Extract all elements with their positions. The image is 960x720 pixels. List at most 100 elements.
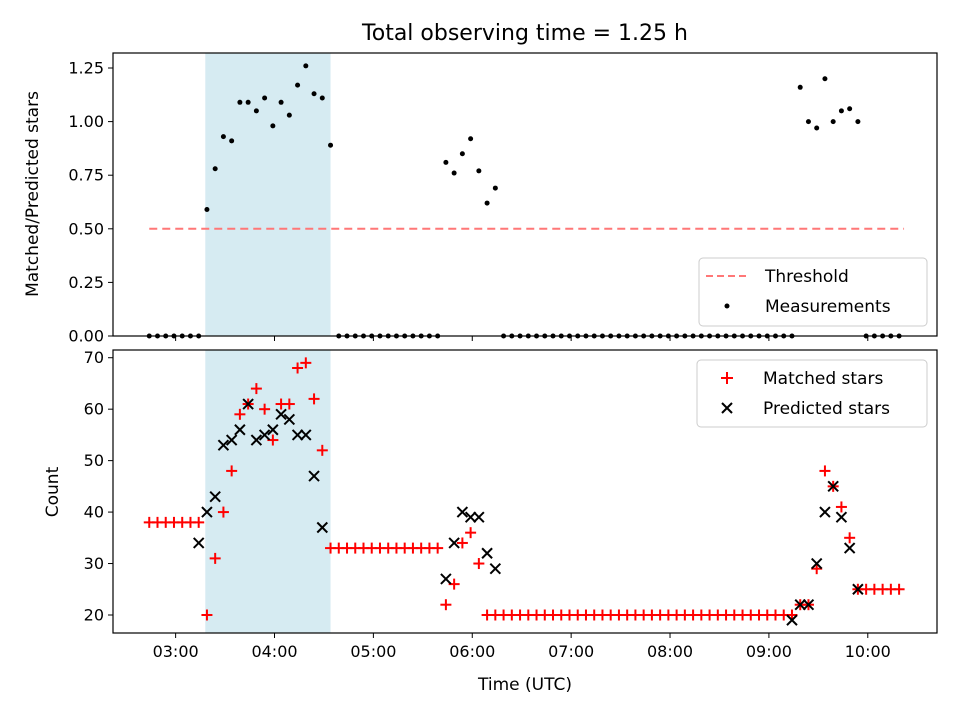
predicted-star-point xyxy=(217,439,230,451)
predicted-star-point xyxy=(283,413,296,426)
predicted-star-point xyxy=(300,429,312,441)
matched-star-point xyxy=(465,527,477,539)
x-tick-label: 09:00 xyxy=(746,642,792,661)
matched-star-point xyxy=(432,542,444,554)
measurement-point xyxy=(830,119,836,125)
predicted-star-point xyxy=(489,562,502,575)
top-y-tick-label: 0.50 xyxy=(68,219,104,238)
matched-star-point xyxy=(819,465,831,477)
matched-star-point xyxy=(316,444,328,456)
measurement-point xyxy=(847,106,853,112)
measurement-point xyxy=(328,142,334,148)
bottom-y-tick-label: 70 xyxy=(84,348,104,367)
predicted-star-point xyxy=(201,506,213,518)
matched-star-point xyxy=(473,558,485,570)
predicted-star-point xyxy=(242,398,254,410)
bottom-y-tick-label: 20 xyxy=(84,605,104,624)
top-observing-window xyxy=(205,53,331,336)
measurement-point xyxy=(797,84,803,90)
predicted-star-point xyxy=(209,490,221,503)
top-legend: Threshold Measurements xyxy=(698,257,928,327)
matched-star-point xyxy=(440,599,452,611)
measurement-point xyxy=(253,108,259,114)
matched-star-point xyxy=(456,537,468,549)
measurement-point xyxy=(855,119,861,125)
matched-star-point xyxy=(259,403,271,415)
predicted-star-point xyxy=(843,542,856,554)
predicted-star-point xyxy=(258,429,271,441)
predicted-star-point xyxy=(234,424,246,436)
bottom-legend: Matched stars Predicted stars xyxy=(696,359,928,428)
predicted-star-point xyxy=(802,598,815,611)
predicted-star-point xyxy=(481,547,493,559)
top-axes-frame xyxy=(112,52,938,337)
matched-star-point xyxy=(308,393,320,405)
legend-predicted-label: Predicted stars xyxy=(763,399,890,419)
measurement-point xyxy=(484,200,490,206)
measurement-point xyxy=(838,108,844,114)
predicted-star-point xyxy=(827,480,839,493)
matched-star-point xyxy=(193,516,205,528)
measurement-point xyxy=(443,159,449,165)
measurement-point xyxy=(204,207,210,213)
matched-star-point xyxy=(893,583,905,595)
predicted-star-point xyxy=(192,537,205,549)
top-panel: 0.00 0.25 0.50 0.75 1.00 1.25 Threshold Measu… xyxy=(68,52,938,346)
matched-star-point xyxy=(201,609,213,621)
matched-star-point xyxy=(811,563,823,575)
predicted-star-point xyxy=(308,470,320,482)
matched-star-point xyxy=(234,408,246,420)
matched-star-point xyxy=(217,506,229,518)
predicted-star-point xyxy=(250,434,263,446)
predicted-star-point xyxy=(456,506,469,518)
legend-threshold-label: Threshold xyxy=(764,267,849,287)
predicted-star-point xyxy=(316,521,329,534)
predicted-star-point xyxy=(473,511,485,523)
x-tick-label: 03:00 xyxy=(153,642,199,661)
chart-title: Total observing time = 1.25 h xyxy=(361,21,688,46)
measurement-point xyxy=(451,170,457,176)
x-tick-label: 05:00 xyxy=(350,642,396,661)
bottom-y-tick-label: 50 xyxy=(84,451,104,470)
measurement-point xyxy=(229,138,235,144)
legend-matched-label: Matched stars xyxy=(763,369,883,389)
measurement-point xyxy=(270,123,276,129)
predicted-star-point xyxy=(794,598,806,611)
measurement-point xyxy=(459,151,465,157)
matched-star-point xyxy=(292,362,304,374)
bottom-y-tick-label: 40 xyxy=(84,503,104,522)
measurement-point xyxy=(303,63,309,69)
measurement-point xyxy=(286,112,292,118)
x-tick-label: 10:00 xyxy=(845,642,891,661)
x-tick-label: 06:00 xyxy=(449,642,495,661)
bottom-y-axis-label: Count xyxy=(43,466,63,517)
measurement-point xyxy=(245,99,251,105)
measurement-point xyxy=(814,125,820,131)
bottom-panel: 20 30 40 50 60 70 03:00 04:00 05:00 06:00 07:00 08… xyxy=(84,348,938,661)
bottom-y-tick-label: 30 xyxy=(84,554,104,573)
predicted-star-point xyxy=(267,424,279,436)
measurement-point xyxy=(262,95,268,101)
predicted-star-point xyxy=(852,583,864,595)
measurement-point xyxy=(237,99,243,105)
bottom-observing-window xyxy=(205,350,331,633)
predicted-star-point xyxy=(786,614,798,626)
matched-star-point xyxy=(835,501,847,513)
predicted-star-point xyxy=(291,429,304,441)
x-tick-label: 04:00 xyxy=(251,642,297,661)
predicted-star-point xyxy=(225,434,238,446)
top-y-axis-label: Matched/Predicted stars xyxy=(23,91,43,297)
matched-star-point xyxy=(209,552,221,564)
measurement-point xyxy=(468,136,474,142)
top-y-tick-label: 0.75 xyxy=(68,166,104,185)
measurement-point xyxy=(492,185,498,191)
predicted-star-point xyxy=(819,506,831,518)
bottom-axes-frame xyxy=(112,349,938,634)
matched-star-point xyxy=(300,357,312,369)
top-y-tick-label: 1.00 xyxy=(68,112,104,131)
legend-measurements-label: Measurements xyxy=(765,297,891,317)
measurement-point xyxy=(311,91,317,97)
measurement-point xyxy=(220,134,226,140)
bottom-legend-box xyxy=(696,359,928,428)
